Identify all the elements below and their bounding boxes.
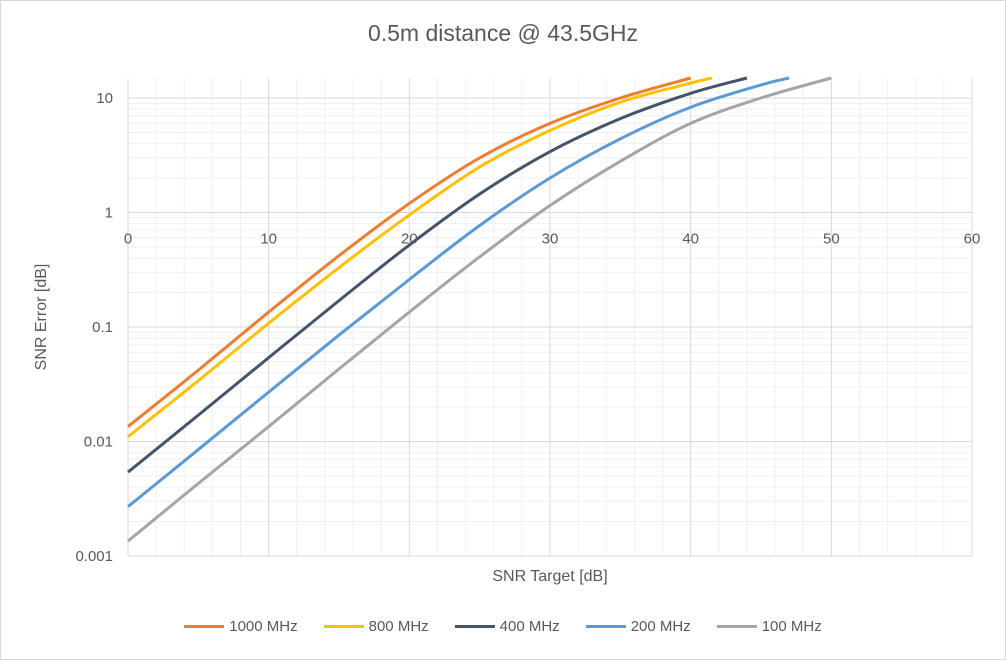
y-tick-label: 0.1	[92, 319, 113, 336]
series-line-200-mhz	[127, 76, 790, 508]
y-tick-label: 10	[96, 90, 113, 107]
x-tick-label: 0	[124, 231, 132, 248]
legend-item: 800 MHz	[323, 618, 429, 635]
series-line-1000-mhz	[127, 76, 692, 428]
x-tick-label: 50	[823, 231, 840, 248]
series-line-100-mhz	[127, 76, 832, 543]
legend-swatch	[716, 625, 757, 628]
chart-title: 0.5m distance @ 43.5GHz	[367, 20, 639, 46]
legend-item: 200 MHz	[585, 618, 691, 635]
plot-area: 0 10 20 30 40 50 60 0.001 0.01 0.1 1 10 SNR Target …	[33, 76, 980, 585]
legend-swatch	[585, 625, 626, 628]
legend-label: 800 MHz	[368, 618, 429, 635]
y-axis-title: SNR Error [dB]	[33, 264, 50, 371]
legend-swatch	[454, 625, 495, 628]
x-tick-label: 20	[401, 231, 418, 248]
x-tick-label: 40	[682, 231, 699, 248]
legend-swatch	[323, 625, 364, 628]
legend-label: 200 MHz	[630, 618, 691, 635]
legend-label: 1000 MHz	[229, 618, 298, 635]
legend-label: 100 MHz	[761, 618, 822, 635]
legend-swatch	[184, 625, 225, 628]
y-tick-label: 0.01	[84, 434, 113, 451]
series-line-400-mhz	[127, 76, 748, 474]
tick-labels: 0 10 20 30 40 50 60 0.001 0.01 0.1 1 10	[75, 90, 980, 565]
x-tick-label: 60	[964, 231, 981, 248]
legend-label: 400 MHz	[499, 618, 560, 635]
major-gridlines	[127, 78, 973, 557]
series-layer	[127, 76, 832, 543]
legend-item: 100 MHz	[716, 618, 822, 635]
legend-item: 400 MHz	[454, 618, 560, 635]
series-line-800-mhz	[127, 76, 713, 438]
y-tick-label: 1	[105, 205, 113, 222]
legend: 1000 MHz 800 MHz 400 MHz 200 MHz 100 MHz	[0, 618, 1006, 635]
legend-item: 1000 MHz	[184, 618, 298, 635]
x-tick-label: 30	[542, 231, 559, 248]
y-tick-label: 0.001	[75, 548, 113, 565]
x-tick-label: 10	[260, 231, 277, 248]
x-axis-title: SNR Target [dB]	[492, 568, 607, 585]
